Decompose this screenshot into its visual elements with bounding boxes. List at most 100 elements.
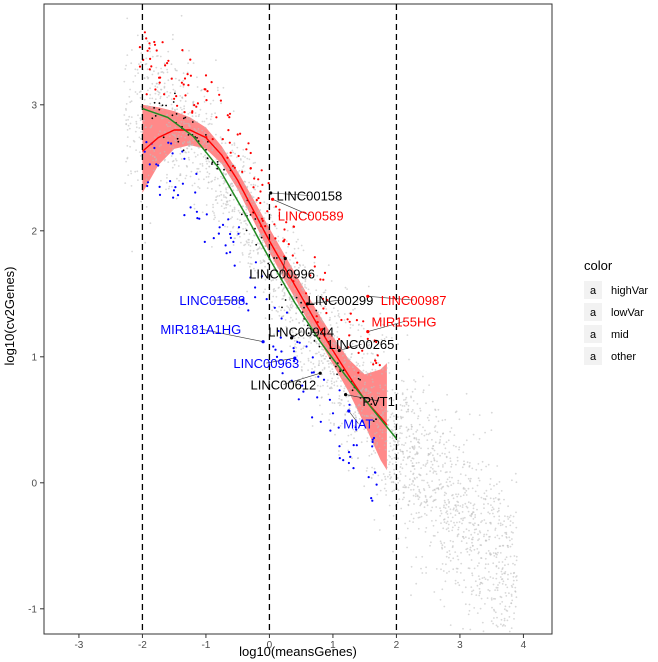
point-other [250, 256, 252, 259]
point-other [416, 485, 419, 488]
point-other [496, 465, 499, 467]
point-other [245, 208, 248, 211]
point-other [399, 473, 402, 475]
point-other [321, 396, 323, 399]
point-other [128, 115, 131, 118]
point-other [245, 222, 247, 225]
point-other [468, 603, 471, 606]
point-other [367, 431, 370, 434]
point-other [168, 121, 170, 124]
point-other [209, 118, 212, 121]
point-other [175, 159, 178, 162]
point-other [283, 294, 286, 297]
point-other [257, 252, 259, 255]
point-other [246, 224, 249, 226]
point-mid [351, 389, 354, 392]
legend-glyph-mid: a [590, 329, 597, 341]
point-other [479, 531, 482, 534]
point-other [445, 511, 447, 514]
point-other [479, 607, 482, 610]
point-other [125, 123, 128, 126]
point-other [211, 188, 213, 190]
labelled-gene-point [283, 256, 287, 261]
point-highvar [148, 42, 151, 45]
point-other [136, 34, 139, 37]
point-other [257, 223, 260, 226]
point-lowvar [254, 261, 257, 264]
point-other [150, 106, 153, 109]
point-other [505, 556, 508, 559]
gene-label: PVT1 [362, 394, 395, 409]
point-other [246, 186, 248, 189]
point-other [332, 307, 335, 310]
point-other [441, 547, 444, 550]
point-other [497, 522, 500, 525]
point-other [498, 481, 501, 483]
point-lowvar [349, 455, 352, 458]
point-highvar [274, 237, 277, 240]
point-lowvar [275, 355, 279, 358]
point-lowvar [229, 232, 232, 236]
point-highvar [326, 298, 329, 302]
point-other [458, 512, 460, 515]
point-other [137, 72, 140, 74]
point-other [207, 181, 210, 184]
point-other [240, 194, 243, 197]
point-other [418, 473, 420, 476]
point-other [320, 293, 323, 296]
point-other [351, 343, 354, 345]
point-other [335, 380, 338, 383]
point-other [448, 530, 450, 533]
point-highvar [153, 43, 157, 46]
point-other [371, 378, 374, 381]
point-other [423, 434, 426, 437]
point-other [161, 109, 164, 111]
point-other [397, 489, 400, 492]
point-other [377, 474, 380, 477]
point-other [498, 561, 500, 563]
point-other [470, 515, 473, 518]
point-other [151, 97, 154, 100]
point-other [326, 381, 328, 384]
point-other [445, 555, 448, 558]
point-other [395, 461, 397, 464]
point-other [490, 522, 492, 525]
point-other [147, 76, 150, 79]
point-other [239, 232, 242, 234]
point-other [373, 519, 376, 521]
point-other [381, 479, 383, 482]
point-other [460, 562, 463, 565]
label-leader [272, 199, 311, 216]
point-other [384, 475, 386, 478]
point-other [248, 158, 251, 161]
point-mid [216, 163, 219, 166]
point-other [363, 485, 366, 488]
point-other [213, 214, 216, 217]
point-highvar [210, 81, 213, 84]
point-other [319, 404, 321, 407]
point-other [492, 562, 495, 565]
point-other [481, 520, 483, 522]
point-other [331, 377, 334, 380]
point-other [515, 559, 518, 562]
point-other [424, 512, 426, 515]
point-other [385, 431, 388, 434]
point-other [433, 591, 436, 593]
point-other [442, 432, 444, 435]
point-other [508, 616, 511, 618]
point-other [425, 572, 427, 574]
point-other [341, 375, 344, 378]
point-other [300, 299, 302, 302]
point-other [331, 402, 334, 404]
point-other [383, 351, 385, 353]
point-other [269, 216, 272, 219]
point-other [263, 260, 266, 263]
point-other [432, 500, 435, 503]
point-other [271, 301, 273, 303]
point-other [411, 483, 413, 485]
point-other [409, 470, 412, 473]
point-other [483, 576, 486, 579]
point-other [485, 552, 488, 555]
point-other [483, 533, 486, 536]
point-other [513, 612, 515, 615]
